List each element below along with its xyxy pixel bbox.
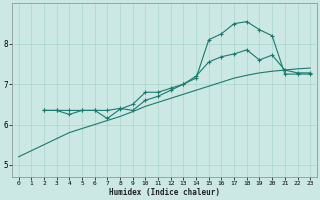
X-axis label: Humidex (Indice chaleur): Humidex (Indice chaleur) [109, 188, 220, 197]
